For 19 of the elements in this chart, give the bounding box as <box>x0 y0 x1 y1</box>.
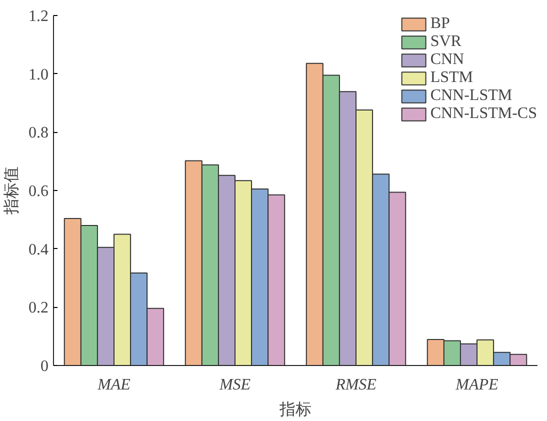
legend-label: LSTM <box>430 69 473 87</box>
y-tick-label: 0.2 <box>28 300 48 317</box>
legend-label: SVR <box>430 33 462 51</box>
y-tick-label: 0.4 <box>28 241 48 258</box>
x-tick-label: MSE <box>218 376 251 394</box>
x-tick-label: RMSE <box>334 376 377 394</box>
y-tick-label: 0.8 <box>28 124 48 142</box>
y-tick-label: 1.2 <box>28 8 48 25</box>
legend-label: CNN <box>430 51 464 69</box>
legend-label: BP <box>430 15 450 33</box>
x-tick-label: MAPE <box>454 376 499 394</box>
legend-label: CNN-LSTM <box>430 87 512 105</box>
y-axis-title: 指标值 <box>2 166 20 216</box>
y-tick-label: 0 <box>40 358 48 375</box>
x-axis-title: 指标 <box>278 400 312 418</box>
legend-label: CNN-LSTM-CS <box>430 105 537 123</box>
x-tick-label: MAE <box>96 376 131 394</box>
y-tick-label: 0.6 <box>28 183 48 200</box>
y-tick-label: 1.0 <box>28 66 48 84</box>
